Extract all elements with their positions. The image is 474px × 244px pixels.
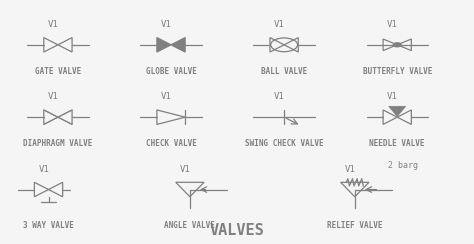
Polygon shape [44,38,58,52]
Polygon shape [389,106,406,116]
Text: NEEDLE VALVE: NEEDLE VALVE [369,139,425,148]
Polygon shape [270,38,284,52]
Text: BALL VALVE: BALL VALVE [261,67,307,76]
Text: VALVES: VALVES [210,223,264,238]
Polygon shape [383,110,397,124]
Polygon shape [284,38,298,52]
Circle shape [393,43,401,47]
Text: RELIEF VALVE: RELIEF VALVE [327,221,383,230]
Polygon shape [383,39,397,51]
Text: BUTTERFLY VALVE: BUTTERFLY VALVE [363,67,432,76]
Polygon shape [176,182,204,197]
Polygon shape [171,38,185,52]
Polygon shape [157,110,185,124]
Text: GATE VALVE: GATE VALVE [35,67,81,76]
Text: V1: V1 [387,92,398,102]
Polygon shape [157,38,171,52]
Text: V1: V1 [180,165,191,174]
Text: V1: V1 [38,165,49,174]
Text: V1: V1 [274,20,285,29]
Polygon shape [35,182,48,197]
Text: V1: V1 [161,92,172,102]
Polygon shape [341,182,369,197]
Polygon shape [58,110,72,124]
Text: 3 WAY VALVE: 3 WAY VALVE [23,221,74,230]
Text: SWING CHECK VALVE: SWING CHECK VALVE [245,139,323,148]
Polygon shape [48,182,63,197]
Polygon shape [397,39,411,51]
Text: V1: V1 [345,165,356,174]
Text: ANGLE VALVE: ANGLE VALVE [164,221,215,230]
Polygon shape [44,110,58,124]
Text: V1: V1 [161,20,172,29]
Text: V1: V1 [48,20,59,29]
Polygon shape [397,110,411,124]
Polygon shape [58,38,72,52]
Text: V1: V1 [48,92,59,102]
Text: CHECK VALVE: CHECK VALVE [146,139,196,148]
Text: 2 barg: 2 barg [388,161,418,170]
Text: GLOBE VALVE: GLOBE VALVE [146,67,196,76]
Text: DIAPHRAGM VALVE: DIAPHRAGM VALVE [23,139,92,148]
Text: V1: V1 [387,20,398,29]
Text: V1: V1 [274,92,285,102]
